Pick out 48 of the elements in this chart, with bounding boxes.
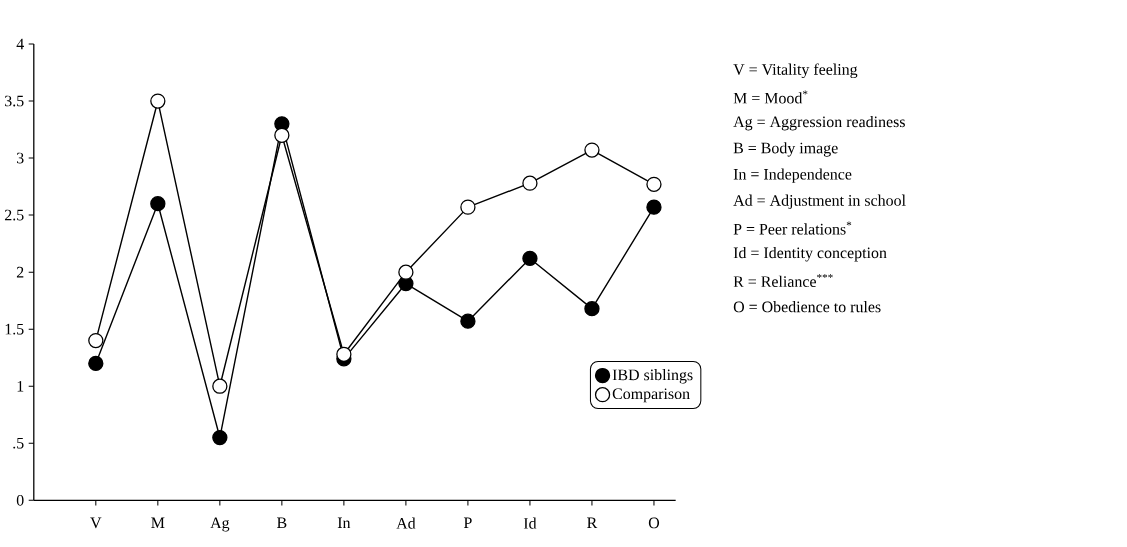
x-tick-label: Id [523, 517, 537, 529]
text: P = Peer relations$^{*}$ [733, 221, 852, 235]
x-tick-label: Ad [396, 517, 416, 529]
point [584, 300, 600, 317]
legend-label: IBD siblings [612, 368, 693, 384]
point [460, 313, 476, 329]
point [150, 93, 166, 109]
point [646, 176, 662, 192]
y-tick-label: 1 [17, 380, 24, 392]
text: Ad = Adjustment in school [733, 194, 906, 209]
point [274, 127, 290, 143]
y-tick-label: 2 [16, 266, 24, 278]
point [88, 355, 104, 371]
text: Id = Identity conception [733, 246, 887, 262]
y-tick-label: 3 [16, 152, 24, 164]
y-tick-label: 3.5 [5, 95, 24, 107]
point [212, 378, 228, 394]
point [460, 199, 476, 215]
x-tick-label: M [151, 517, 165, 528]
x-tick-label: In [337, 517, 351, 528]
text: B = Body image [733, 142, 838, 157]
point [398, 264, 414, 280]
point [212, 429, 228, 446]
text: R = Reliance$^{***}$ [733, 273, 833, 287]
legend-label: Comparison [612, 388, 690, 403]
x-tick-label: R [587, 517, 598, 528]
point [584, 142, 600, 158]
x-tick-label: B [277, 517, 287, 528]
y-tick-label: 1.5 [5, 323, 24, 335]
point [522, 250, 538, 267]
text: M = Mood$^{*}$ [733, 90, 808, 104]
y-tick-label: 0 [16, 494, 24, 506]
y-tick-label: 2.5 [4, 209, 24, 221]
point [150, 195, 166, 212]
point [336, 346, 352, 362]
x-tick-label: V [90, 517, 102, 529]
text: Ag = Aggression readiness [733, 115, 905, 131]
x-tick-label: O [648, 517, 660, 529]
text: In = Independence [733, 168, 852, 183]
point [88, 332, 104, 349]
y-tick-label: 4 [16, 38, 24, 50]
text: O = Obedience to rules [733, 300, 881, 313]
x-tick-label: Ag [210, 517, 230, 532]
y-tick-label: .5 [13, 437, 24, 449]
point [522, 175, 538, 191]
x-tick-label: P [463, 517, 472, 528]
point [646, 199, 662, 215]
text: V = Vitality feeling [733, 63, 858, 79]
